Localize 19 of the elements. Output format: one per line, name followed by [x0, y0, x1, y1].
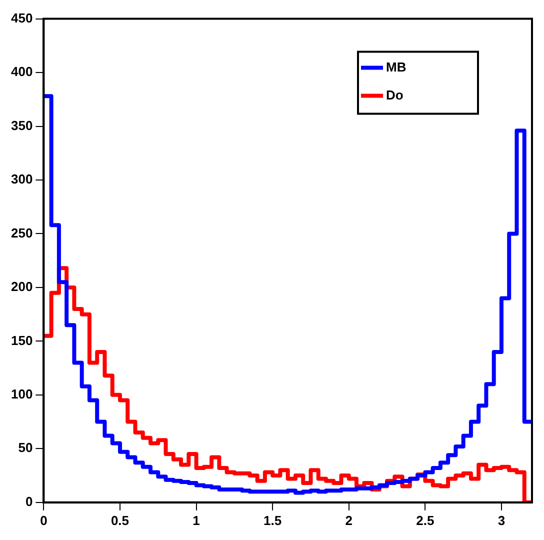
- y-tick-label: 350: [10, 118, 33, 133]
- y-tick-label: 450: [10, 10, 33, 26]
- y-tick-label: 400: [10, 64, 33, 80]
- x-tick-label: 3: [498, 512, 506, 528]
- legend-label: Do: [386, 87, 404, 102]
- x-tick-label: 1.5: [264, 512, 282, 528]
- y-tick-label: 300: [10, 172, 33, 187]
- x-tick-label: 2: [345, 512, 352, 528]
- legend-label: MB: [386, 59, 406, 74]
- y-tick-label: 150: [10, 332, 33, 348]
- y-tick-label: 250: [10, 225, 33, 240]
- y-tick-label: 0: [25, 494, 33, 509]
- x-tick-label: 1: [192, 512, 200, 528]
- y-tick-label: 50: [18, 440, 33, 456]
- x-tick-label: 0.5: [110, 512, 130, 528]
- y-tick-label: 200: [10, 279, 33, 294]
- x-tick-label: 0: [40, 512, 48, 528]
- x-tick-label: 2.5: [416, 512, 434, 528]
- y-tick-label: 100: [10, 386, 33, 402]
